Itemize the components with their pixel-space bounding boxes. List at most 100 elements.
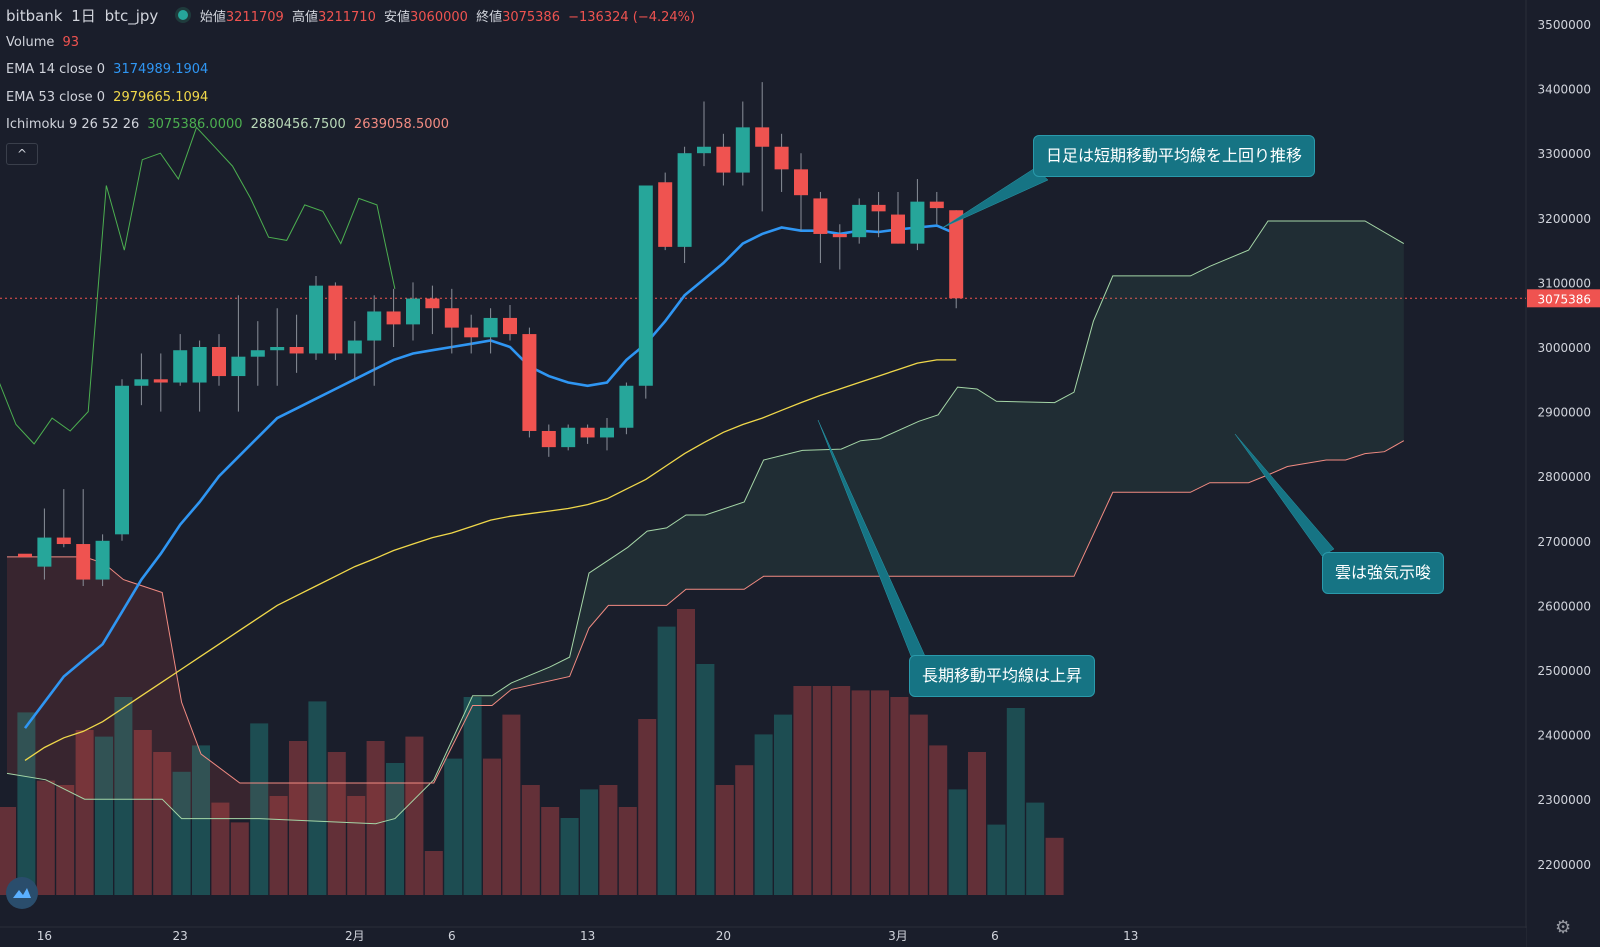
ema14-value: 3174989.1904 — [113, 62, 209, 77]
volume-bar — [250, 723, 269, 895]
candle-body — [270, 347, 285, 351]
volume-bar — [618, 807, 637, 895]
volume-bar — [599, 785, 618, 895]
candle-body — [852, 204, 867, 238]
ema53-legend[interactable]: EMA 53 close 0 2979665.1094 — [6, 90, 212, 105]
candle — [891, 191, 905, 244]
volume-bar — [696, 664, 715, 895]
high-value: 3211710 — [317, 10, 376, 25]
volume-bar — [327, 752, 346, 895]
candle-body — [522, 334, 537, 431]
volume-bar — [56, 785, 75, 895]
candle — [95, 534, 110, 587]
candle-body — [37, 537, 52, 567]
candle — [347, 321, 362, 380]
volume-bar — [793, 686, 812, 895]
candle-body — [619, 385, 634, 428]
price-tick-label: 2500000 — [1538, 664, 1591, 678]
ichimoku-span-b-line — [7, 440, 1405, 784]
volume-bar — [1045, 837, 1064, 895]
volume-bar — [638, 719, 657, 895]
candle — [231, 295, 246, 412]
price-tick-label: 3200000 — [1538, 212, 1591, 226]
interval-label[interactable]: 1日 — [71, 7, 96, 25]
volume-bar — [909, 714, 928, 895]
price-tick-label: 2600000 — [1538, 599, 1591, 613]
volume-bar — [483, 758, 501, 895]
candle-body — [18, 553, 32, 557]
candle-body — [813, 198, 828, 234]
candle — [910, 179, 925, 251]
volume-bar — [211, 802, 230, 895]
ichimoku-legend[interactable]: Ichimoku 9 26 52 26 3075386.0000 2880456… — [6, 117, 453, 132]
volume-legend[interactable]: Volume 93 — [6, 35, 83, 50]
settings-gear-icon[interactable]: ⚙ — [1555, 917, 1572, 938]
candle — [309, 275, 323, 360]
candle — [250, 321, 265, 386]
symbol-legend[interactable]: bitbank 1日 btc_jpy 始値3211709 高値3211710 安… — [6, 5, 703, 26]
price-tick-label: 3400000 — [1538, 83, 1591, 97]
candle — [677, 146, 692, 264]
volume-bar — [347, 796, 366, 895]
tradingview-logo-icon[interactable] — [6, 877, 38, 909]
candle-body — [386, 311, 401, 325]
collapse-legend-button[interactable]: ^ — [6, 143, 38, 165]
price-tick-label: 2900000 — [1538, 406, 1591, 420]
volume-bar — [1026, 802, 1045, 895]
candle-body — [735, 127, 750, 173]
candle — [18, 553, 32, 557]
volume-bar — [172, 771, 191, 895]
candle-body — [871, 204, 886, 212]
volume-bar — [832, 686, 851, 895]
candle — [852, 198, 867, 244]
last-price-label: 3075386 — [1538, 292, 1591, 306]
candle-body — [76, 544, 91, 580]
ichimoku-label: Ichimoku 9 26 52 26 — [6, 117, 140, 132]
last-price-badge — [1527, 289, 1600, 308]
candle-body — [541, 430, 556, 448]
volume-bar — [366, 741, 385, 895]
candle — [483, 308, 498, 354]
candle-body — [192, 347, 207, 383]
candle-body — [677, 153, 692, 247]
candle — [774, 133, 789, 192]
candle-body — [929, 201, 944, 209]
ichimoku-value-2: 2880456.7500 — [250, 117, 346, 132]
price-tick-label: 2300000 — [1538, 793, 1591, 807]
volume-bar — [774, 714, 792, 895]
candle-body — [250, 350, 265, 357]
candle-body — [406, 298, 420, 325]
price-tick-label: 3500000 — [1538, 18, 1591, 32]
time-tick-label: 6 — [448, 929, 456, 943]
volume-bar — [502, 714, 521, 895]
volume-bar — [133, 730, 152, 895]
candle — [871, 191, 886, 238]
candle — [541, 424, 556, 457]
volume-bar — [1006, 708, 1025, 895]
annotation-cloud[interactable]: 雲は強気示唆 — [1322, 552, 1445, 594]
ichimoku-cloud — [7, 556, 429, 824]
candle-body — [483, 317, 498, 338]
annotation-short-ema[interactable]: 日足は短期移動平均線を上回り推移 — [1033, 135, 1316, 177]
candle — [464, 314, 479, 354]
ema14-legend[interactable]: EMA 14 close 0 3174989.1904 — [6, 62, 212, 77]
candle — [580, 424, 595, 444]
volume-bar — [36, 780, 55, 895]
candle — [658, 172, 673, 251]
volume-bar — [929, 745, 948, 895]
volume-bar — [521, 785, 540, 895]
candle-body — [774, 146, 789, 170]
annotation-long-ema[interactable]: 長期移動平均線は上昇 — [909, 655, 1096, 697]
candle — [212, 334, 226, 386]
price-tick-label: 2200000 — [1538, 858, 1591, 872]
volume-bar — [75, 730, 94, 895]
time-axis-bg — [0, 928, 1526, 947]
price-tick-label: 2400000 — [1538, 729, 1591, 743]
price-tick-label: 3000000 — [1538, 341, 1591, 355]
price-tick-label: 3100000 — [1538, 276, 1591, 290]
time-tick-label: 13 — [580, 929, 595, 943]
annotation-pointer-short-ema — [941, 167, 1049, 229]
ichimoku-cloud — [433, 221, 1404, 783]
candle-body — [231, 356, 246, 377]
